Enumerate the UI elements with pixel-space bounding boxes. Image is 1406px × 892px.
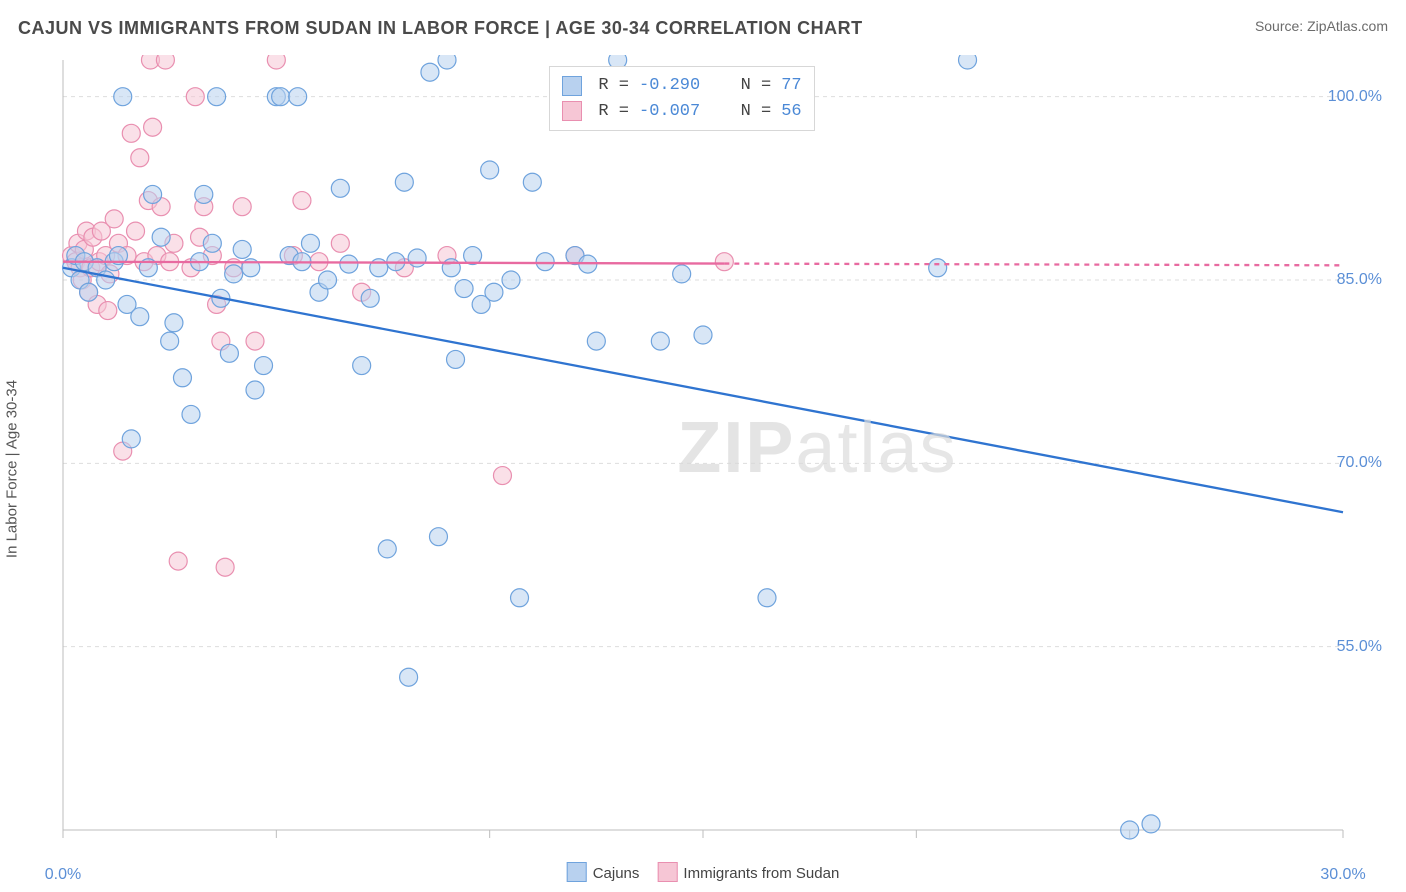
series-legend: Cajuns Immigrants from Sudan bbox=[567, 862, 840, 882]
legend-label-cajuns: Cajuns bbox=[593, 865, 640, 882]
chart-area: In Labor Force | Age 30-34 ZIPatlas R = … bbox=[18, 55, 1388, 882]
scatter-plot bbox=[18, 55, 1403, 870]
legend-row: R = -0.290 N = 77 bbox=[562, 73, 801, 99]
correlation-legend: R = -0.290 N = 77R = -0.007 N = 56 bbox=[549, 66, 814, 131]
source-label: Source: ZipAtlas.com bbox=[1255, 18, 1388, 34]
legend-item-sudan: Immigrants from Sudan bbox=[657, 862, 839, 882]
legend-item-cajuns: Cajuns bbox=[567, 862, 640, 882]
chart-title: CAJUN VS IMMIGRANTS FROM SUDAN IN LABOR … bbox=[18, 18, 863, 39]
source-link[interactable]: ZipAtlas.com bbox=[1307, 18, 1388, 34]
swatch-cajuns bbox=[567, 862, 587, 882]
y-tick-label: 70.0% bbox=[1337, 454, 1382, 472]
legend-label-sudan: Immigrants from Sudan bbox=[683, 865, 839, 882]
title-bar: CAJUN VS IMMIGRANTS FROM SUDAN IN LABOR … bbox=[18, 18, 1388, 39]
swatch-sudan bbox=[657, 862, 677, 882]
legend-row: R = -0.007 N = 56 bbox=[562, 99, 801, 125]
x-tick-label: 0.0% bbox=[45, 866, 81, 884]
x-tick-label: 30.0% bbox=[1320, 866, 1365, 884]
source-prefix: Source: bbox=[1255, 18, 1307, 34]
y-tick-label: 55.0% bbox=[1337, 638, 1382, 656]
y-tick-label: 85.0% bbox=[1337, 271, 1382, 289]
y-tick-label: 100.0% bbox=[1328, 88, 1382, 106]
